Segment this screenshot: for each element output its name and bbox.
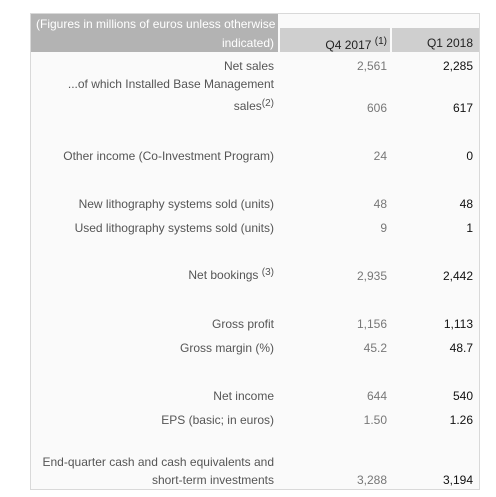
cell-gross-margin-q4-2017: 45.2: [363, 341, 387, 355]
cell-gross-profit-q4-2017: 1,156: [356, 317, 387, 331]
row-label-cash-line2: short-term investments: [151, 473, 274, 487]
row-label-net-sales: Net sales: [223, 59, 274, 73]
cell-eps-q4-2017: 1.50: [363, 413, 387, 427]
cell-other-income-q4-2017: 24: [373, 149, 387, 163]
cell-net-income-q1-2018: 540: [452, 389, 473, 403]
cell-new-systems-q1-2018: 48: [459, 197, 473, 211]
row-label-gross-profit: Gross profit: [211, 317, 274, 331]
row-label-new-systems: New lithography systems sold (units): [78, 197, 274, 211]
cell-cash-q1-2018: 3,194: [442, 473, 473, 487]
row-label-gross-margin: Gross margin (%): [179, 341, 274, 355]
row-label-ibm-sales-line1: ...of which Installed Base Management: [67, 77, 274, 91]
cell-cash-q4-2017: 3,288: [356, 473, 387, 487]
cell-other-income-q1-2018: 0: [466, 149, 473, 163]
row-label-used-systems: Used lithography systems sold (units): [74, 221, 274, 235]
row-label-ibm-sales-line2: sales(2): [233, 98, 274, 114]
header-q4-2017-cell: [280, 28, 390, 52]
header-note-line2: indicated): [221, 36, 274, 50]
row-label-other-income: Other income (Co-Investment Program): [63, 149, 274, 163]
cell-net-bookings-q4-2017: 2,935: [356, 269, 387, 283]
row-label-net-income: Net income: [213, 389, 274, 403]
cell-used-systems-q1-2018: 1: [466, 221, 473, 235]
cell-net-income-q4-2017: 644: [366, 389, 387, 403]
cell-gross-margin-q1-2018: 48.7: [449, 341, 473, 355]
header-note-line1: (Figures in millions of euros unless oth…: [36, 17, 276, 31]
column-header-q4-2017: Q4 2017 (1): [325, 36, 387, 52]
cell-new-systems-q4-2017: 48: [373, 197, 387, 211]
cell-net-sales-q1-2018: 2,285: [442, 59, 473, 73]
cell-used-systems-q4-2017: 9: [380, 221, 387, 235]
cell-eps-q1-2018: 1.26: [449, 413, 473, 427]
cell-ibm-sales-q1-2018: 617: [452, 101, 473, 115]
row-label-net-bookings: Net bookings (3): [188, 267, 274, 283]
cell-gross-profit-q1-2018: 1,113: [443, 317, 473, 331]
financial-table: [30, 13, 480, 490]
header-q1-2018-cell: [392, 28, 479, 52]
cell-net-bookings-q1-2018: 2,442: [442, 269, 473, 283]
header-note-cell: [31, 14, 278, 52]
cell-net-sales-q4-2017: 2,561: [356, 59, 387, 73]
column-header-q1-2018: Q1 2018: [426, 36, 473, 50]
row-label-eps: EPS (basic; in euros): [161, 413, 274, 427]
cell-ibm-sales-q4-2017: 606: [366, 101, 387, 115]
row-label-cash-line1: End-quarter cash and cash equivalents an…: [42, 455, 275, 469]
